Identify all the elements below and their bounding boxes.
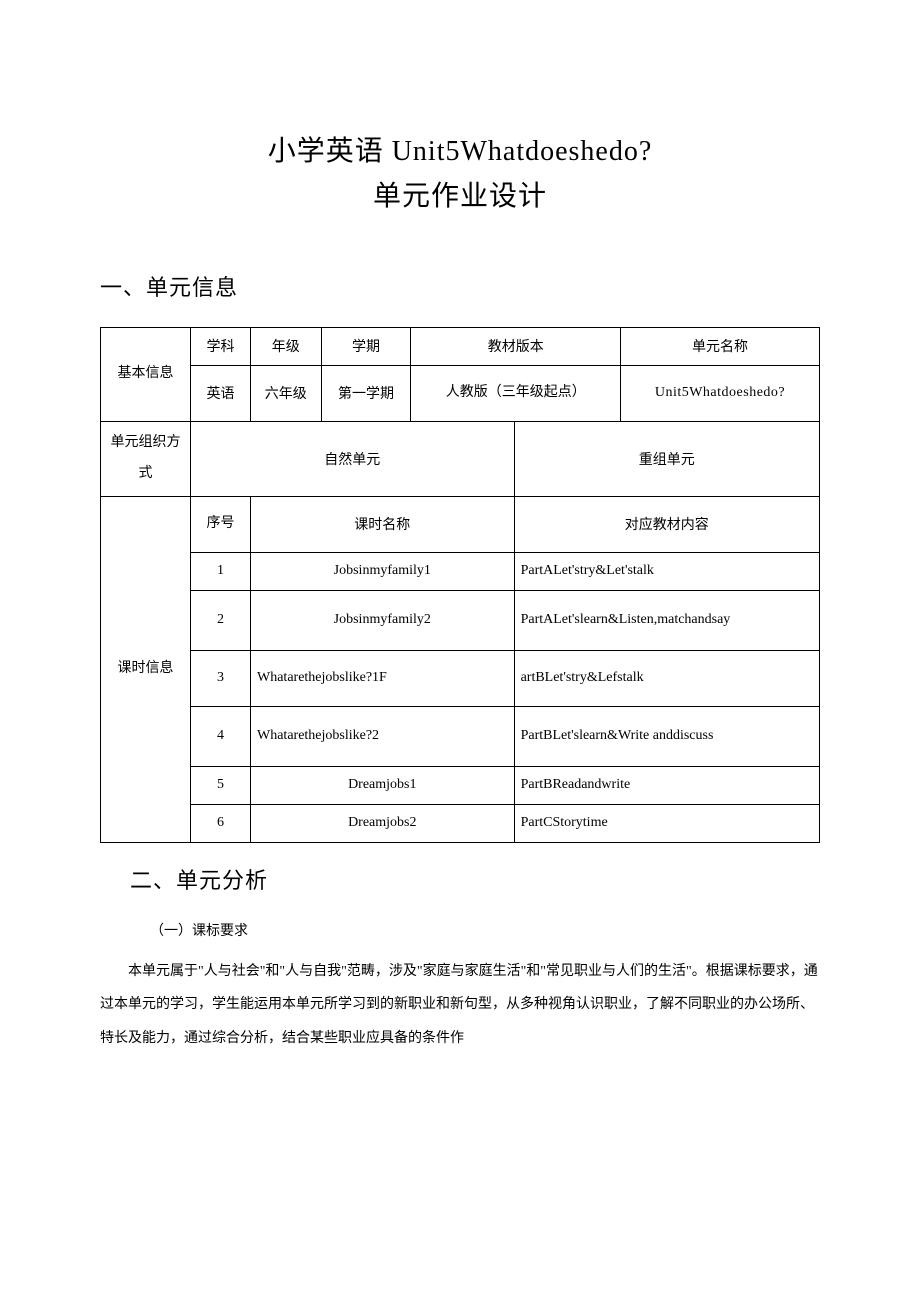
- table-row: 6 Dreamjobs2 PartCStorytime: [101, 804, 820, 842]
- table-row: 英语 六年级 第一学期 人教版（三年级起点） Unit5Whatdoeshedo…: [101, 365, 820, 421]
- lesson-name: Whatarethejobslike?2: [251, 706, 515, 766]
- lesson-name: Dreamjobs2: [251, 804, 515, 842]
- title-block: 小学英语 Unit5Whatdoeshedo? 单元作业设计: [100, 130, 820, 220]
- lesson-content: PartALet'slearn&Listen,matchandsay: [514, 590, 819, 650]
- lessons-label: 课时信息: [101, 496, 191, 842]
- header-subject: 学科: [191, 327, 251, 365]
- table-row: 单元组织方式 自然单元 重组单元: [101, 421, 820, 496]
- value-textbook: 人教版（三年级起点）: [411, 365, 620, 421]
- lesson-content: PartCStorytime: [514, 804, 819, 842]
- lesson-header-content: 对应教材内容: [514, 496, 819, 552]
- table-row: 5 Dreamjobs1 PartBReadandwrite: [101, 766, 820, 804]
- value-grade: 六年级: [251, 365, 322, 421]
- header-grade: 年级: [251, 327, 322, 365]
- lesson-name: Jobsinmyfamily2: [251, 590, 515, 650]
- lesson-seq: 4: [191, 706, 251, 766]
- section-1-heading: 一、单元信息: [100, 270, 820, 302]
- lesson-name: Jobsinmyfamily1: [251, 552, 515, 590]
- table-row: 课时信息 序号 课时名称 对应教材内容: [101, 496, 820, 552]
- table-row: 基本信息 学科 年级 学期 教材版本 单元名称: [101, 327, 820, 365]
- section-2-paragraph: 本单元属于"人与社会"和"人与自我"范畴，涉及"家庭与家庭生活"和"常见职业与人…: [100, 955, 820, 1056]
- org-label: 单元组织方式: [101, 421, 191, 496]
- section-2-heading: 二、单元分析: [130, 863, 820, 895]
- header-semester: 学期: [321, 327, 411, 365]
- org-recomb: 重组单元: [514, 421, 819, 496]
- table-row: 4 Whatarethejobslike?2 PartBLet'slearn&W…: [101, 706, 820, 766]
- lesson-seq: 3: [191, 650, 251, 706]
- section-2-sub1: （一）课标要求: [150, 920, 820, 940]
- lesson-seq: 2: [191, 590, 251, 650]
- title-line-2: 单元作业设计: [100, 175, 820, 220]
- lesson-name: Dreamjobs1: [251, 766, 515, 804]
- header-textbook: 教材版本: [411, 327, 620, 365]
- value-semester: 第一学期: [321, 365, 411, 421]
- lesson-seq: 5: [191, 766, 251, 804]
- title-line-1: 小学英语 Unit5Whatdoeshedo?: [100, 130, 820, 175]
- value-unit-name: Unit5Whatdoeshedo?: [620, 365, 819, 421]
- lesson-content: PartBReadandwrite: [514, 766, 819, 804]
- lesson-seq: 6: [191, 804, 251, 842]
- table-row: 1 Jobsinmyfamily1 PartALet'stry&Let'stal…: [101, 552, 820, 590]
- basic-info-label: 基本信息: [101, 327, 191, 421]
- lesson-content: PartALet'stry&Let'stalk: [514, 552, 819, 590]
- unit-info-table: 基本信息 学科 年级 学期 教材版本 单元名称 英语 六年级 第一学期 人教版（…: [100, 327, 820, 843]
- table-row: 3 Whatarethejobslike?1F artBLet'stry&Lef…: [101, 650, 820, 706]
- lesson-header-seq: 序号: [191, 496, 251, 552]
- page-root: 小学英语 Unit5Whatdoeshedo? 单元作业设计 一、单元信息 基本…: [0, 0, 920, 1115]
- lesson-content: PartBLet'slearn&Write anddiscuss: [514, 706, 819, 766]
- value-subject: 英语: [191, 365, 251, 421]
- lesson-header-name: 课时名称: [251, 496, 515, 552]
- lesson-content: artBLet'stry&Lefstalk: [514, 650, 819, 706]
- lesson-seq: 1: [191, 552, 251, 590]
- table-row: 2 Jobsinmyfamily2 PartALet'slearn&Listen…: [101, 590, 820, 650]
- org-natural: 自然单元: [191, 421, 515, 496]
- header-unit-name: 单元名称: [620, 327, 819, 365]
- lesson-name: Whatarethejobslike?1F: [251, 650, 515, 706]
